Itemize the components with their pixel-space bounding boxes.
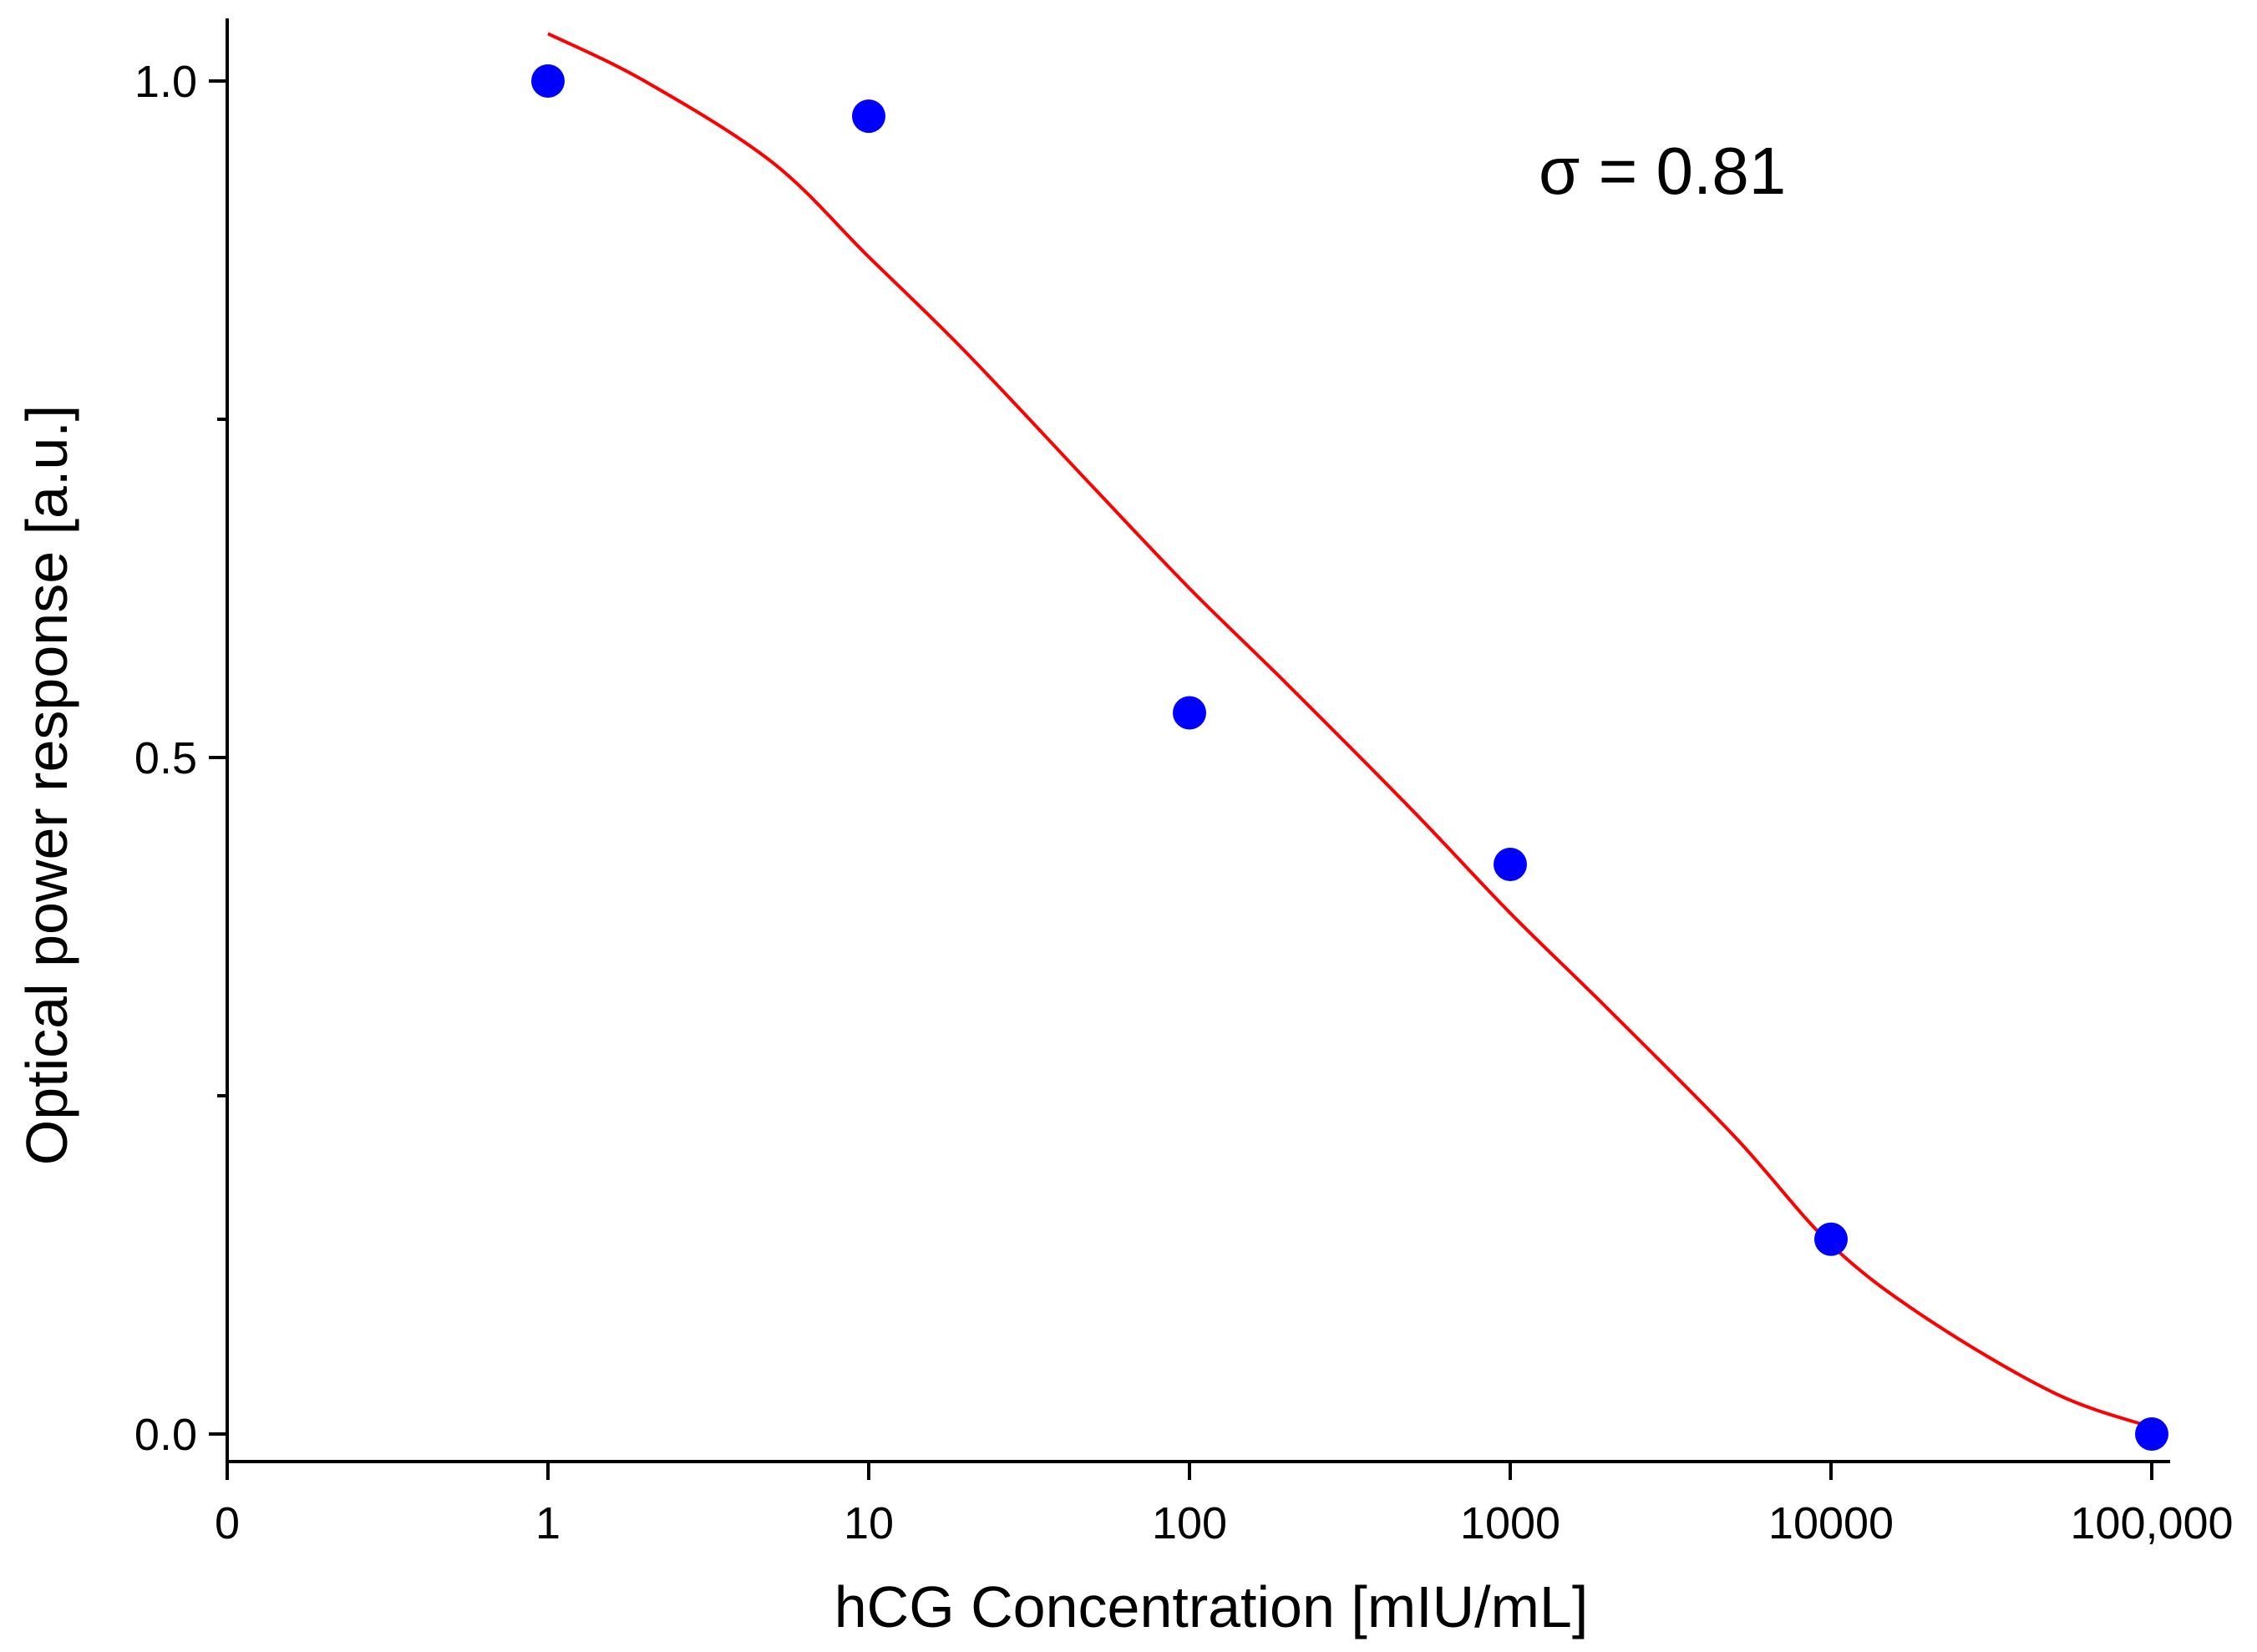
data-point [1494, 847, 1527, 881]
data-point [1814, 1222, 1848, 1256]
x-tick-label: 1 [535, 1498, 560, 1548]
series-layer [531, 32, 2168, 1451]
data-point [531, 64, 565, 98]
fit-curve [547, 32, 2153, 1429]
data-point [2135, 1417, 2168, 1451]
data-point [1173, 696, 1206, 730]
axes [226, 18, 2170, 1463]
x-tick-label: 100 [1152, 1498, 1227, 1548]
sigma-annotation: σ = 0.81 [1539, 134, 1786, 208]
x-tick-label: 0 [215, 1498, 240, 1548]
y-tick-label: 0.5 [134, 733, 197, 783]
x-tick-label: 100,000 [2070, 1498, 2233, 1548]
x-axis-title: hCG Concentration [mIU/mL] [834, 1574, 1589, 1639]
y-tick-label: 0.0 [134, 1410, 197, 1460]
x-axis-ticks: 0 1 10 100 1000 10000 100,000 [215, 1462, 2234, 1548]
y-tick-label: 1.0 [134, 57, 197, 107]
data-point [852, 99, 885, 134]
y-axis-title: Optical power response [a.u.] [14, 405, 79, 1165]
y-axis-ticks: 0.0 0.5 1.0 [134, 57, 227, 1460]
x-tick-label: 1000 [1460, 1498, 1560, 1548]
x-tick-label: 10 [844, 1498, 894, 1548]
x-tick-label: 10000 [1768, 1498, 1894, 1548]
